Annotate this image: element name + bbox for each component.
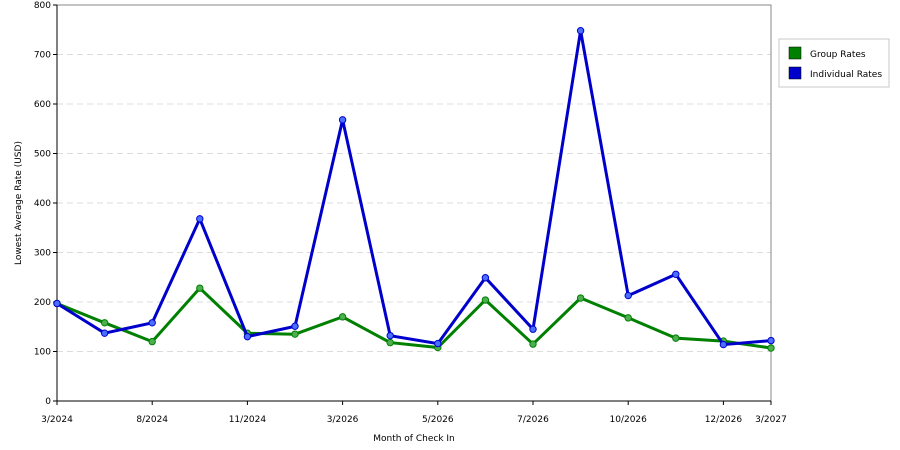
y-tick-label: 600 — [34, 100, 51, 110]
legend-swatch-group-rates — [788, 46, 802, 60]
x-tick-label: 8/2024 — [136, 415, 168, 425]
data-point-individual-rates — [53, 299, 61, 308]
data-point-group-rates — [291, 330, 299, 338]
data-point-group-rates — [672, 334, 680, 342]
data-point-group-rates — [576, 294, 585, 302]
x-tick-label: 3/2026 — [327, 415, 359, 425]
data-point-group-rates — [529, 340, 537, 348]
data-point-individual-rates — [672, 270, 680, 278]
data-point-individual-rates — [434, 339, 442, 348]
data-point-group-rates — [338, 313, 347, 321]
x-tick-label: 10/2026 — [610, 415, 648, 425]
y-tick-label: 400 — [34, 199, 51, 209]
y-tick-label: 500 — [34, 150, 51, 160]
data-point-group-rates — [196, 284, 204, 292]
data-point-individual-rates — [529, 325, 537, 333]
data-point-individual-rates — [243, 332, 252, 341]
series-layer — [53, 27, 775, 352]
axes — [56, 4, 772, 402]
data-point-group-rates — [624, 314, 632, 322]
data-point-group-rates — [148, 337, 156, 346]
series-line-group-rates — [56, 285, 772, 350]
x-tick-label: 5/2026 — [422, 415, 454, 425]
y-tick-label: 200 — [34, 298, 51, 308]
x-axis-ticks: 3/2024 8/2024 11/2024 3/2026 5/2026 7/2026 10/… — [41, 401, 787, 425]
x-axis-title: Month of Check In — [373, 434, 455, 444]
data-point-group-rates — [386, 338, 394, 347]
data-point-individual-rates — [338, 116, 347, 124]
legend-swatch-individual-rates — [788, 66, 802, 80]
y-tick-label: 100 — [34, 348, 51, 358]
data-point-individual-rates — [291, 322, 299, 330]
plot-frame — [56, 4, 772, 402]
data-point-individual-rates — [148, 319, 156, 327]
x-tick-label: 7/2026 — [517, 415, 549, 425]
data-point-individual-rates — [100, 329, 109, 337]
data-point-individual-rates — [386, 331, 394, 340]
x-tick-label: 12/2026 — [705, 415, 743, 425]
x-tick-label: 3/2027 — [755, 415, 787, 425]
y-tick-label: 0 — [45, 397, 51, 407]
legend-label-individual-rates: Individual Rates — [810, 70, 882, 80]
x-tick-label: 11/2024 — [229, 415, 267, 425]
data-point-group-rates — [767, 344, 775, 352]
y-tick-label: 300 — [34, 249, 51, 259]
data-point-individual-rates — [624, 291, 632, 300]
x-tick-label: 3/2024 — [41, 415, 73, 425]
data-point-individual-rates — [196, 215, 204, 223]
data-point-group-rates — [100, 319, 109, 327]
legend-label-group-rates: Group Rates — [810, 50, 866, 60]
data-point-group-rates — [481, 296, 490, 304]
legend: Group Rates Individual Rates — [778, 38, 890, 88]
grid-lines — [57, 54, 771, 352]
data-point-individual-rates — [767, 336, 775, 345]
data-point-individual-rates — [481, 274, 490, 282]
data-point-individual-rates — [719, 340, 728, 349]
y-axis-title: Lowest Average Rate (USD) — [14, 141, 24, 265]
y-tick-label: 700 — [34, 51, 51, 61]
y-axis-ticks: 0 100 200 300 400 500 600 700 800 — [34, 1, 57, 407]
y-tick-label: 800 — [34, 1, 51, 11]
data-point-individual-rates — [576, 27, 585, 35]
series-line-individual-rates — [56, 30, 772, 347]
